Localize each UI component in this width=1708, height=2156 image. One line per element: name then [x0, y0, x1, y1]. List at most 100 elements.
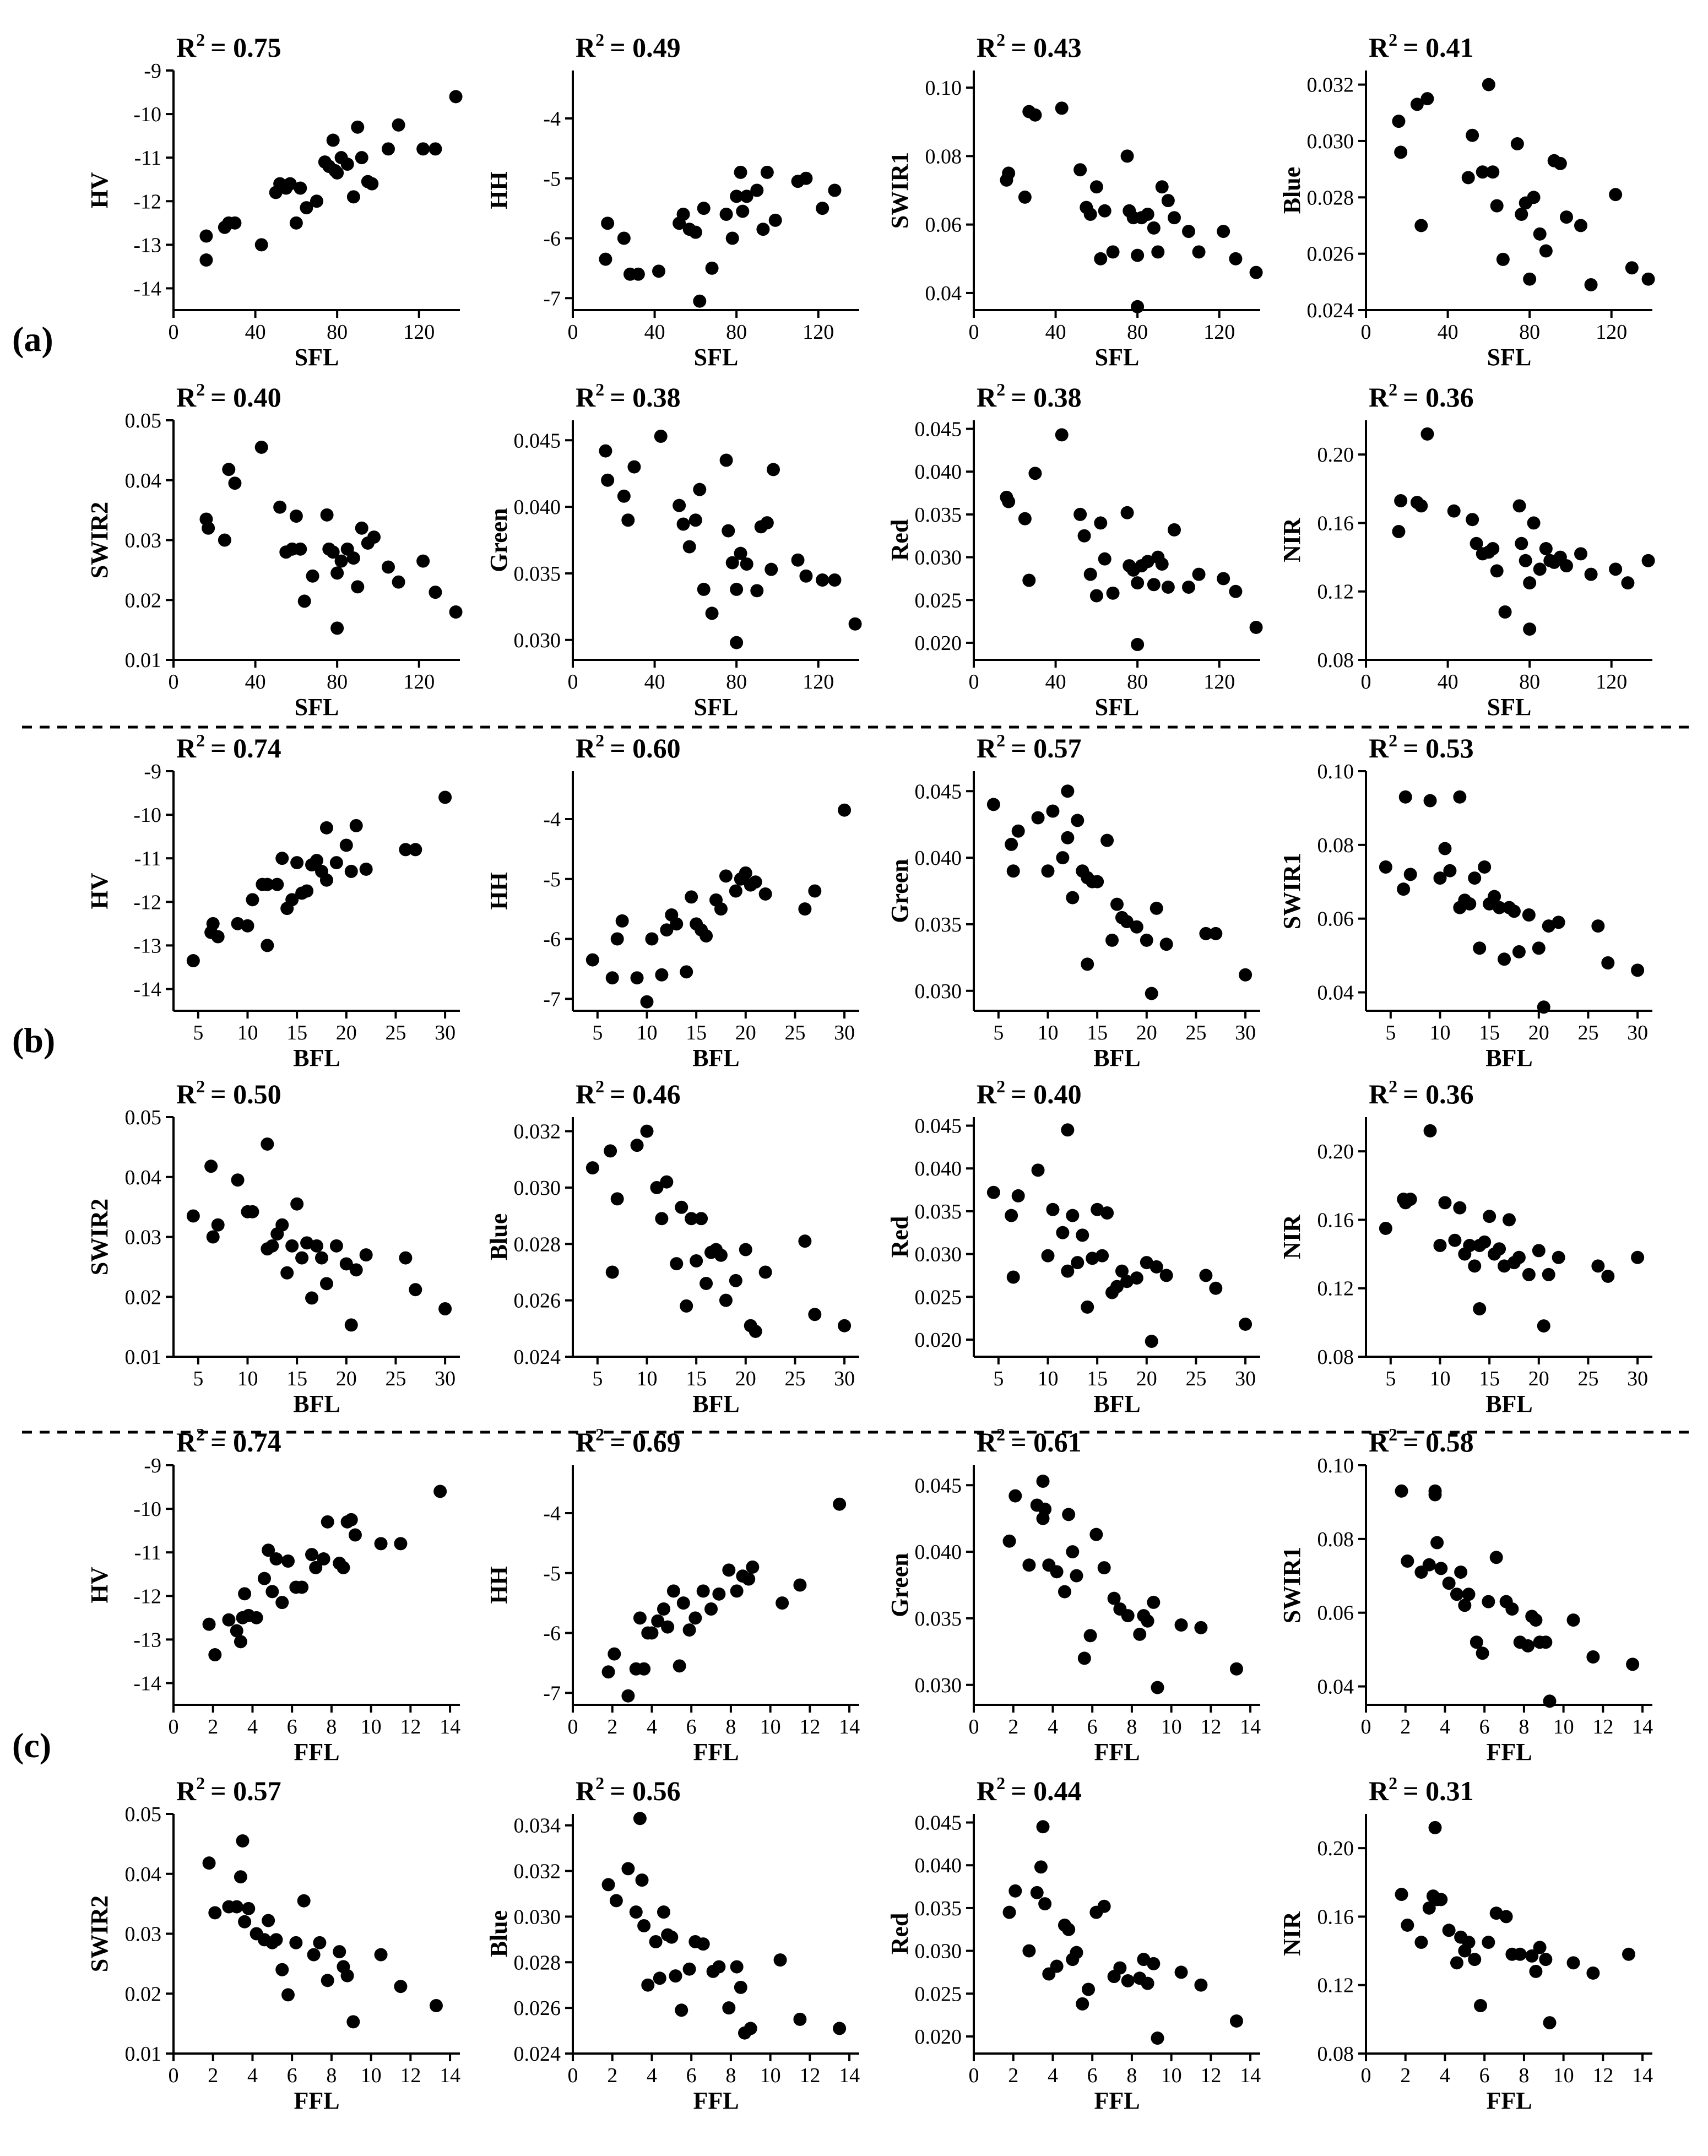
y-tick-label: 0.04	[125, 1166, 162, 1189]
title-superscript: 2	[595, 380, 604, 399]
group-label: (a)	[12, 319, 53, 359]
data-point	[1519, 554, 1532, 567]
data-point	[1161, 580, 1175, 594]
data-point	[700, 929, 713, 943]
title-value: = 0.41	[1403, 32, 1474, 63]
y-tick-label: 0.05	[125, 409, 162, 432]
data-point	[793, 1578, 807, 1592]
data-point	[294, 542, 307, 556]
data-point	[729, 1274, 742, 1287]
x-tick-label: 6	[1479, 1715, 1490, 1738]
data-point	[1513, 1947, 1527, 1961]
data-point	[749, 1324, 762, 1338]
data-point	[305, 1291, 319, 1305]
data-point	[186, 1209, 200, 1223]
y-axis-label: SWIR2	[86, 1199, 113, 1275]
data-point	[631, 267, 645, 281]
data-point	[1121, 1974, 1135, 1987]
data-point	[609, 1894, 623, 1908]
data-point	[1071, 1256, 1085, 1270]
data-point	[1041, 1249, 1055, 1263]
title-value: = 0.61	[1011, 1427, 1082, 1458]
x-axis-label: FFL	[1486, 1738, 1532, 1765]
data-point	[1006, 1270, 1020, 1284]
data-point	[1625, 261, 1639, 275]
data-point	[655, 968, 669, 982]
data-point	[382, 560, 395, 574]
data-point	[269, 1933, 283, 1947]
data-point	[1077, 1651, 1091, 1665]
title-prefix: R	[576, 1775, 596, 1806]
data-point	[306, 569, 319, 583]
x-tick-label: 10	[237, 1021, 258, 1044]
title-prefix: R	[977, 32, 997, 63]
x-tick-label: 12	[400, 2064, 421, 2087]
data-point	[344, 864, 358, 878]
data-point	[321, 1515, 334, 1529]
x-tick-label: 2	[607, 2064, 617, 2087]
data-point	[719, 208, 733, 221]
data-point	[729, 884, 742, 898]
title-prefix: R	[576, 1079, 596, 1109]
data-point	[349, 1263, 363, 1277]
x-tick-label: 20	[1528, 1021, 1549, 1044]
data-point	[986, 798, 1000, 811]
data-point	[300, 884, 314, 898]
panel-title: R2 = 0.57	[176, 1773, 281, 1806]
data-point	[1082, 1982, 1095, 1996]
y-tick-label: 0.030	[514, 1905, 561, 1929]
x-tick-label: 5	[993, 1021, 1004, 1044]
data-point	[1038, 1502, 1052, 1516]
data-point	[409, 1283, 422, 1297]
scatter-panel-11: 5 10 15 20 25 30 0.030 0.035 0.040 0.045 BFL Green R…	[886, 730, 1260, 1071]
x-tick-label: 0	[568, 1715, 578, 1738]
data-point	[1566, 1613, 1580, 1627]
x-tick-label: 6	[1087, 2064, 1098, 2087]
data-point	[1454, 1565, 1468, 1579]
y-tick-label: 0.034	[514, 1814, 561, 1838]
data-point	[334, 554, 348, 568]
data-point	[768, 213, 782, 227]
x-axis-label: SFL	[295, 694, 339, 721]
y-tick-label: 0.030	[915, 980, 962, 1003]
data-point	[630, 1139, 644, 1152]
scatter-panel-19: 0 2 4 6 8 10 12 14 0.030 0.035 0.040 0.045 FFL Green R…	[886, 1424, 1261, 1765]
data-point	[344, 1513, 358, 1526]
data-point	[1428, 1484, 1442, 1498]
data-point	[382, 142, 395, 156]
data-point	[433, 1485, 447, 1498]
data-point	[1463, 1239, 1477, 1253]
data-point	[1131, 300, 1145, 313]
data-point	[653, 1971, 666, 1985]
data-point	[307, 1948, 321, 1962]
data-point	[605, 1265, 619, 1279]
data-point	[696, 1937, 710, 1951]
title-superscript: 2	[1389, 1424, 1397, 1444]
data-point	[1055, 428, 1069, 442]
data-point	[760, 516, 774, 530]
data-point	[740, 557, 753, 571]
scatter-panel-6: 0 40 80 120 0.030 0.035 0.040 0.045 SFL Green R2 = …	[485, 380, 862, 721]
data-point	[601, 216, 615, 230]
data-point	[675, 1200, 688, 1214]
x-tick-label: 10	[1429, 1021, 1450, 1044]
y-tick-label: 0.08	[925, 145, 962, 168]
data-point	[1478, 860, 1492, 874]
x-tick-label: 14	[440, 1715, 460, 1738]
y-tick-label: 0.16	[1317, 1905, 1354, 1929]
y-tick-label: 0.025	[915, 589, 962, 612]
x-tick-label: 8	[1126, 2064, 1137, 2087]
data-point	[793, 2012, 807, 2026]
panel-title: R2 = 0.57	[977, 730, 1082, 763]
data-point	[1199, 1269, 1213, 1282]
x-tick-label: 0	[169, 1715, 179, 1738]
data-point	[693, 483, 707, 496]
data-point	[682, 1623, 696, 1637]
data-point	[1131, 248, 1145, 262]
data-point	[1113, 1961, 1127, 1975]
y-tick-label: 0.040	[915, 847, 962, 870]
x-tick-label: 5	[193, 1021, 203, 1044]
y-tick-label: -4	[543, 1502, 561, 1525]
x-axis-label: SFL	[694, 694, 739, 721]
data-point	[236, 1834, 250, 1848]
